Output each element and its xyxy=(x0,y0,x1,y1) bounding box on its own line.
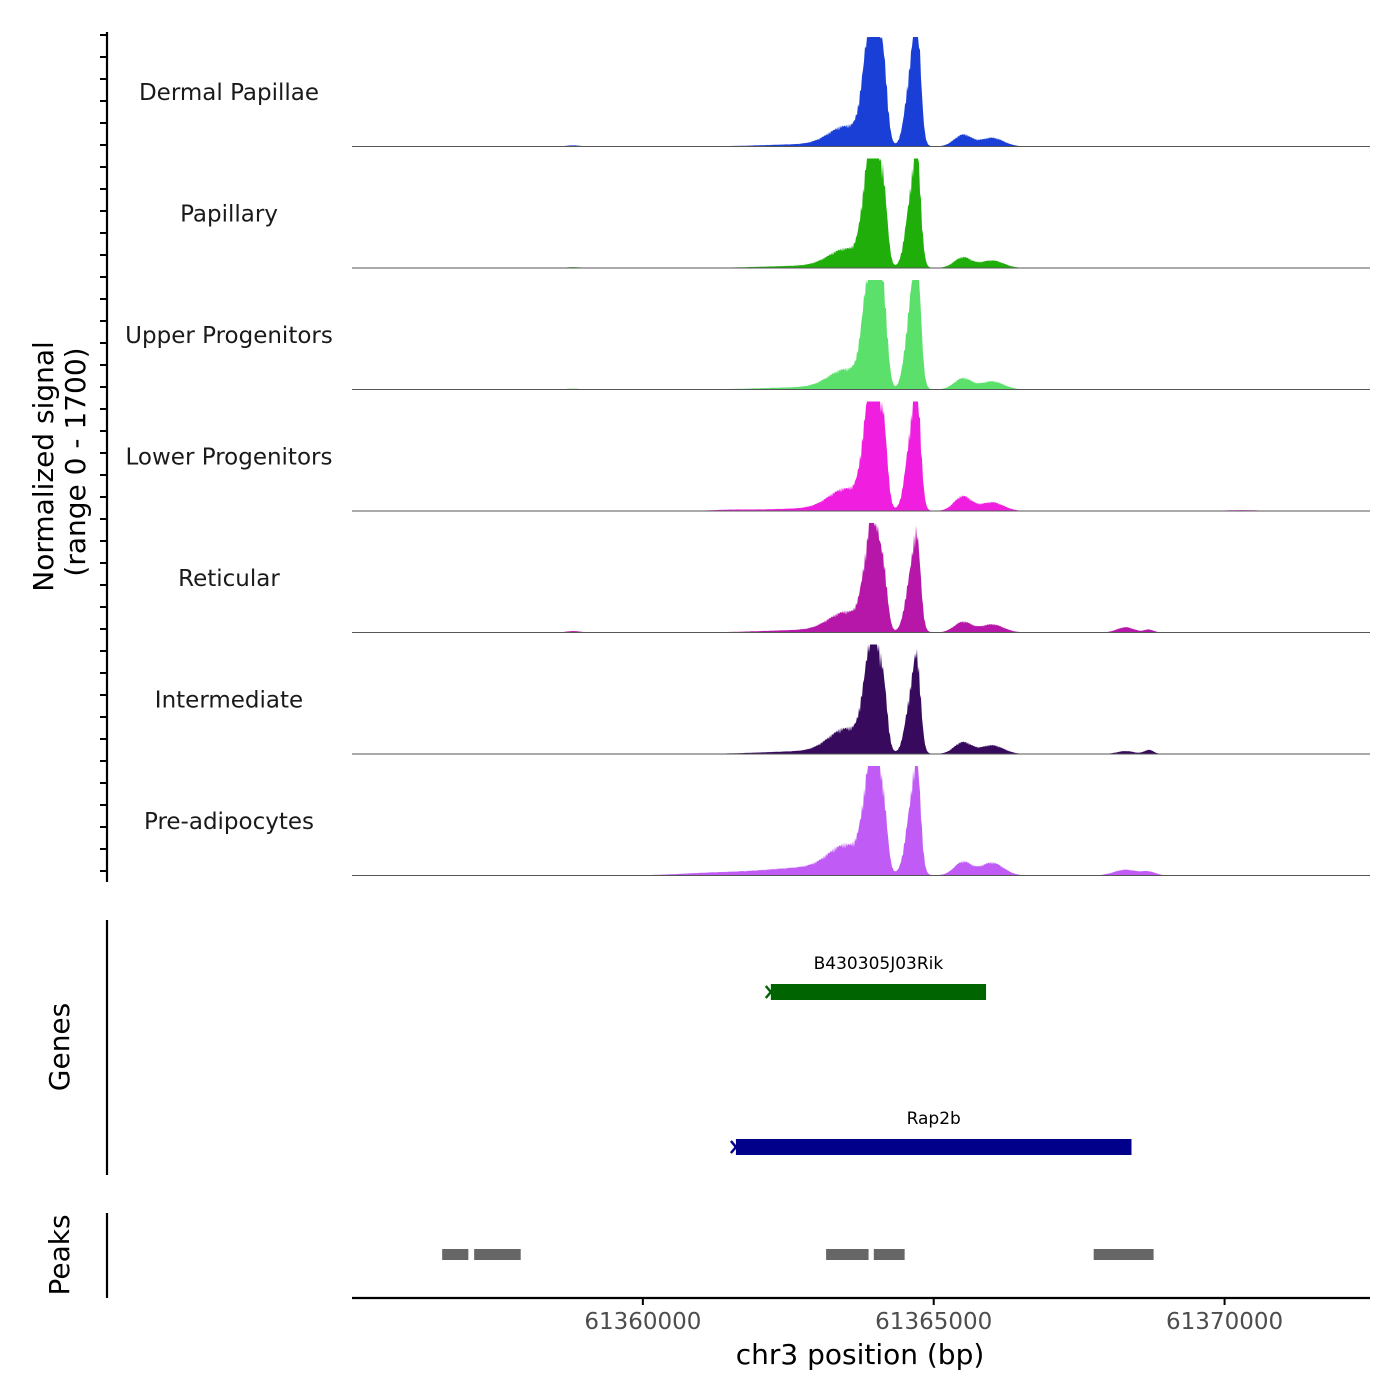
strand-marker xyxy=(764,985,773,999)
track-papillary: Papillary xyxy=(180,158,1370,269)
gene-label: Rap2b xyxy=(907,1109,961,1129)
coverage-area xyxy=(352,644,1370,754)
track-pre-adipocytes: Pre-adipocytes xyxy=(144,766,1370,876)
gene-b430305j03rik: B430305J03Rik xyxy=(764,954,987,1000)
gene-rap2b: Rap2b xyxy=(729,1109,1132,1155)
peak-regions xyxy=(442,1249,1154,1260)
track-intermediate: Intermediate xyxy=(155,644,1370,755)
signal-y-axis-title-line2: (range 0 - 1700) xyxy=(59,347,92,576)
genes-axis-title: Genes xyxy=(43,1003,76,1091)
track-upper-progenitors: Upper Progenitors xyxy=(125,280,1370,390)
coverage-area xyxy=(352,523,1370,633)
gene-label: B430305J03Rik xyxy=(814,954,944,974)
gene-body xyxy=(770,984,987,1000)
track-label: Pre-adipocytes xyxy=(144,809,314,835)
signal-y-axis-title: Normalized signal (range 0 - 1700) xyxy=(27,332,92,591)
signal-tracks: Dermal Papillae Papillary Upper Progenitor… xyxy=(125,37,1370,876)
x-tick-label: 61370000 xyxy=(1166,1309,1283,1335)
x-axis-title: chr3 position (bp) xyxy=(736,1338,985,1371)
x-tick-label: 61360000 xyxy=(584,1309,701,1335)
coverage-area xyxy=(352,37,1370,147)
gene-annotations: B430305J03Rik Rap2b xyxy=(729,954,1132,1155)
gene-body xyxy=(735,1139,1132,1155)
peak-region xyxy=(474,1249,521,1260)
signal-y-axis-title-line1: Normalized signal xyxy=(27,341,60,592)
track-label: Intermediate xyxy=(155,688,303,714)
track-label: Lower Progenitors xyxy=(126,445,333,471)
coverage-area xyxy=(352,401,1370,511)
coverage-area xyxy=(352,280,1370,390)
track-label: Reticular xyxy=(178,566,280,592)
peak-region xyxy=(873,1249,905,1260)
x-axis-ticks: 61360000 61365000 61370000 xyxy=(584,1298,1283,1335)
peak-region xyxy=(1093,1249,1154,1260)
track-lower-progenitors: Lower Progenitors xyxy=(126,401,1370,512)
peak-region xyxy=(442,1249,469,1260)
track-dermal-papillae: Dermal Papillae xyxy=(139,37,1370,147)
track-label: Upper Progenitors xyxy=(125,323,333,349)
coverage-area xyxy=(352,158,1370,268)
track-label: Papillary xyxy=(180,202,278,228)
signal-y-axis-ticks xyxy=(100,34,107,872)
peak-region xyxy=(826,1249,869,1260)
coverage-area xyxy=(352,766,1370,876)
peaks-axis-title: Peaks xyxy=(43,1214,76,1295)
track-label: Dermal Papillae xyxy=(139,80,319,106)
x-tick-label: 61365000 xyxy=(875,1309,992,1335)
strand-marker xyxy=(729,1140,738,1154)
track-reticular: Reticular xyxy=(178,523,1370,633)
